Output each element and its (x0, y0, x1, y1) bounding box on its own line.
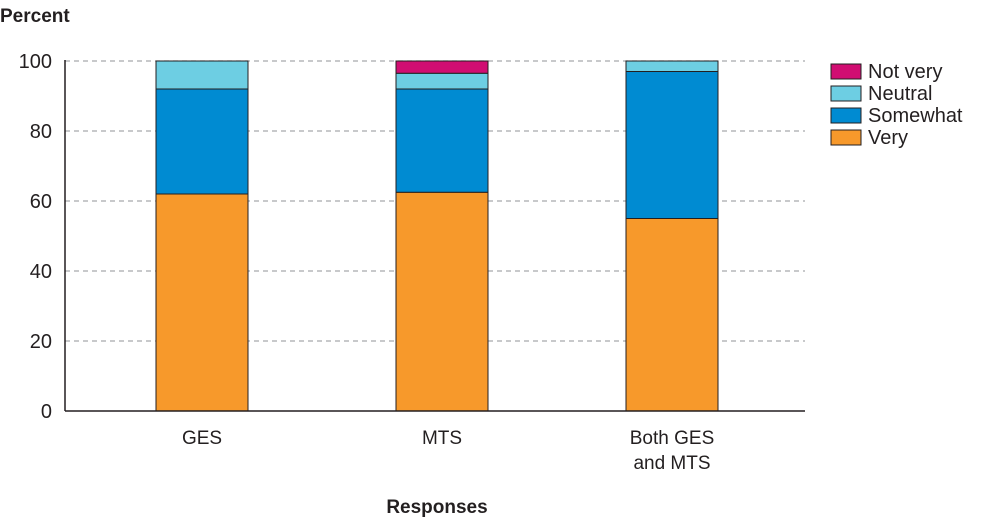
legend-label-somewhat: Somewhat (868, 105, 963, 127)
y-tick-label-0: 0 (41, 401, 52, 423)
x-category-label-0-0: GES (182, 428, 222, 449)
bar-very-2 (625, 218, 719, 412)
legend-label-neutral: Neutral (868, 83, 932, 105)
x-category-label-2-1: and MTS (633, 453, 710, 474)
legend-swatch-not-very (830, 63, 862, 80)
y-tick-label-80: 80 (30, 121, 52, 143)
y-tick-label-40: 40 (30, 261, 52, 283)
legend-swatch-somewhat (830, 107, 862, 124)
bar-somewhat-2 (625, 71, 719, 219)
y-tick-label-60: 60 (30, 191, 52, 213)
x-category-label-2-0: Both GES (630, 428, 715, 449)
y-tick-label-20: 20 (30, 331, 52, 353)
legend-swatch-neutral (830, 85, 862, 102)
y-tick-label-100: 100 (19, 51, 52, 73)
bar-neutral-1 (395, 72, 489, 90)
x-category-labels: GES MTS Both GES and MTS (182, 428, 714, 474)
bar-somewhat-1 (395, 88, 489, 193)
axes (64, 60, 805, 412)
bar-neutral-0 (155, 60, 249, 90)
legend-swatch-very (830, 129, 862, 146)
legend-label-not-very: Not very (868, 61, 942, 83)
bars (155, 60, 719, 412)
x-axis-title: Responses (386, 497, 487, 518)
x-category-label-1-0: MTS (422, 428, 462, 449)
bar-neutral-2 (625, 60, 719, 72)
bar-somewhat-0 (155, 88, 249, 195)
bar-very-0 (155, 193, 249, 412)
bar-very-1 (395, 191, 489, 412)
bar-not-very-1 (395, 60, 489, 74)
y-axis-title: Percent (0, 6, 70, 27)
legend-label-very: Very (868, 127, 908, 149)
y-tick-labels: 0 20 40 60 80 100 (19, 51, 52, 423)
